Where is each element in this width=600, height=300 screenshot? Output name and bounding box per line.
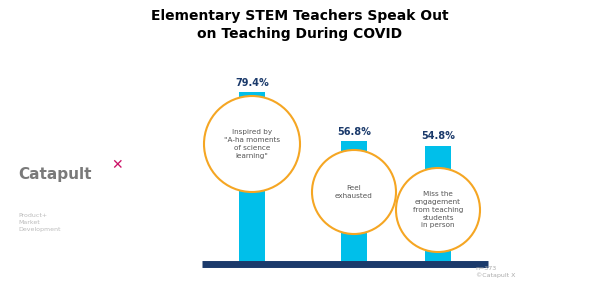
Bar <box>341 141 367 264</box>
Text: ✕: ✕ <box>111 158 122 172</box>
Text: Inspired by
"A-ha moments
of science
learning": Inspired by "A-ha moments of science lea… <box>224 129 280 159</box>
Ellipse shape <box>396 168 480 252</box>
Text: Product+
Market
Development: Product+ Market Development <box>18 213 61 232</box>
Ellipse shape <box>312 150 396 234</box>
Text: 56.8%: 56.8% <box>337 127 371 137</box>
Text: Catapult: Catapult <box>18 167 91 182</box>
Text: Miss the
engagement
from teaching
students
in person: Miss the engagement from teaching studen… <box>413 191 463 229</box>
Text: 54.8%: 54.8% <box>421 131 455 141</box>
Text: Feel
exhausted: Feel exhausted <box>335 185 373 199</box>
Text: 79.4%: 79.4% <box>235 78 269 88</box>
Bar <box>425 146 451 264</box>
Ellipse shape <box>204 96 300 192</box>
Text: Elementary STEM Teachers Speak Out
on Teaching During COVID: Elementary STEM Teachers Speak Out on Te… <box>151 9 449 41</box>
Text: n=373
©Catapult X: n=373 ©Catapult X <box>476 266 515 278</box>
Bar <box>239 92 265 264</box>
